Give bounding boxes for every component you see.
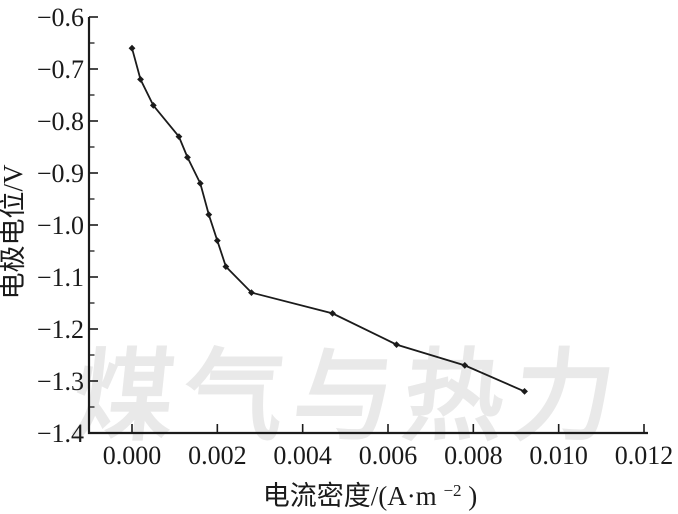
y-tick-label: −1.1 — [37, 263, 84, 292]
data-point-marker — [461, 362, 469, 369]
y-tick-label: −0.6 — [37, 3, 84, 32]
x-tick-label: 0.004 — [273, 441, 332, 470]
y-tick-label: −0.8 — [37, 107, 84, 136]
data-point-marker — [137, 76, 144, 83]
x-axis-title-superscript: −2 — [443, 481, 461, 500]
data-point-marker — [175, 133, 183, 140]
x-tick-label: 0.006 — [359, 441, 418, 470]
data-point-marker — [205, 211, 213, 218]
y-tick-label: −1.3 — [37, 367, 84, 396]
x-axis-title-close-paren: ) — [468, 481, 477, 511]
x-tick-label: 0.010 — [529, 441, 588, 470]
x-axis-ticks — [131, 424, 645, 433]
x-axis-title-main: 电流密度/(A·m — [263, 481, 437, 511]
x-axis-tick-labels: 0.000 0.002 0.004 0.006 0.008 0.010 0.012 — [103, 441, 674, 470]
x-tick-label: 0.008 — [444, 441, 503, 470]
x-tick-label: 0.002 — [188, 441, 247, 470]
data-point-marker — [149, 102, 157, 109]
x-tick-label: 0.000 — [103, 441, 162, 470]
y-tick-label: −1.0 — [37, 211, 84, 240]
data-point-marker — [196, 180, 204, 187]
y-axis-minor-ticks — [89, 42, 95, 408]
data-point-marker — [184, 154, 191, 161]
data-point-marker — [329, 310, 336, 317]
series-line — [131, 47, 525, 393]
y-axis-tick-labels: −0.6 −0.7 −0.8 −0.9 −1.0 −1.1 −1.2 −1.3 −1.4 — [37, 3, 84, 448]
data-series — [128, 44, 528, 395]
data-point-marker — [521, 388, 528, 395]
y-tick-label: −1.4 — [37, 419, 84, 448]
y-tick-label: −0.7 — [37, 55, 84, 84]
data-point-marker — [128, 44, 136, 52]
y-axis-ticks — [89, 16, 98, 434]
data-point-marker — [248, 289, 255, 296]
y-tick-label: −1.2 — [37, 315, 84, 344]
data-point-marker — [222, 263, 230, 270]
series-markers — [128, 44, 528, 395]
x-axis-title: 电流密度/(A·m −2 ) — [263, 472, 478, 511]
axis-spines — [87, 17, 648, 435]
y-tick-label: −0.9 — [37, 159, 84, 188]
x-tick-label: 0.012 — [615, 441, 674, 470]
data-point-marker — [213, 237, 221, 244]
y-axis-title: 电极电位/V — [0, 164, 28, 300]
data-point-marker — [393, 341, 400, 348]
axes: 0.000 0.002 0.004 0.006 0.008 0.010 0.012 −0.6… — [37, 3, 673, 470]
